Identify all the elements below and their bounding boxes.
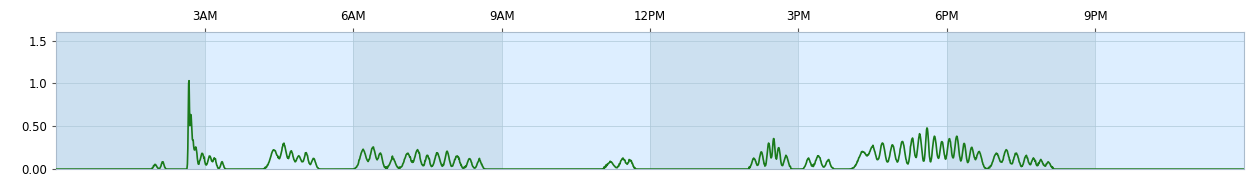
Bar <box>354 32 501 169</box>
Bar <box>501 32 650 169</box>
Bar <box>1095 32 1244 169</box>
Bar <box>56 32 205 169</box>
Bar <box>799 32 948 169</box>
Bar <box>650 32 799 169</box>
Bar <box>205 32 354 169</box>
Bar <box>948 32 1095 169</box>
